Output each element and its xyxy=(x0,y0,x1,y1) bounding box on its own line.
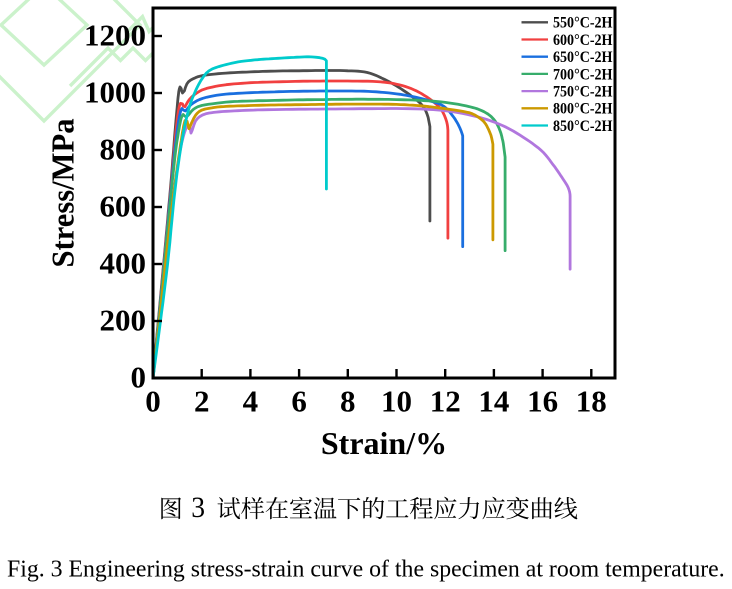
svg-text:16: 16 xyxy=(527,384,558,419)
svg-text:700°C-2H: 700°C-2H xyxy=(553,66,613,83)
svg-text:Stress/MPa: Stress/MPa xyxy=(45,119,81,268)
svg-text:1000: 1000 xyxy=(84,75,146,110)
svg-text:800°C-2H: 800°C-2H xyxy=(553,101,613,118)
svg-text:650°C-2H: 650°C-2H xyxy=(553,49,613,66)
svg-text:0: 0 xyxy=(145,384,161,419)
svg-text:600°C-2H: 600°C-2H xyxy=(553,32,613,49)
svg-text:400: 400 xyxy=(100,246,147,281)
svg-text:Fig. 3 Engineering stress-stra: Fig. 3 Engineering stress-strain curve o… xyxy=(7,557,725,583)
svg-text:6: 6 xyxy=(291,384,307,419)
svg-text:800: 800 xyxy=(100,132,147,167)
svg-text:1200: 1200 xyxy=(84,18,146,53)
svg-text:850°C-2H: 850°C-2H xyxy=(553,118,613,135)
svg-text:Strain/%: Strain/% xyxy=(321,425,447,461)
svg-text:200: 200 xyxy=(100,303,147,338)
svg-text:600: 600 xyxy=(100,189,147,224)
svg-text:550°C-2H: 550°C-2H xyxy=(553,15,613,32)
svg-text:2: 2 xyxy=(194,384,210,419)
svg-text:4: 4 xyxy=(243,384,259,419)
svg-text:18: 18 xyxy=(576,384,607,419)
svg-text:750°C-2H: 750°C-2H xyxy=(553,84,613,101)
svg-text:3: 3 xyxy=(191,491,205,524)
svg-text:12: 12 xyxy=(430,384,461,419)
svg-text:10: 10 xyxy=(381,384,412,419)
svg-text:8: 8 xyxy=(340,384,356,419)
svg-text:14: 14 xyxy=(478,384,509,419)
svg-text:0: 0 xyxy=(131,360,147,395)
